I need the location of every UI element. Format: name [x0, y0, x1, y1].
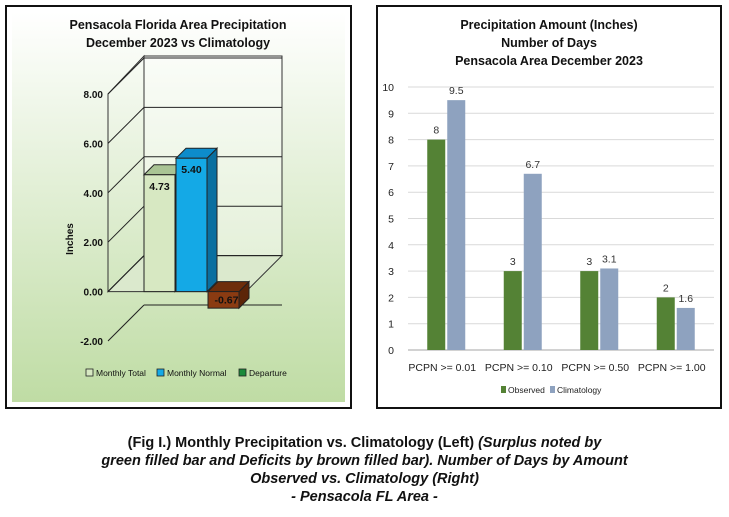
right-bar-data-label: 8 — [433, 125, 439, 137]
left-legend-swatch — [156, 368, 165, 377]
right-y-tick-label: 8 — [388, 135, 394, 147]
right-chart-title: Precipitation Amount (Inches) — [460, 18, 637, 32]
left-legend-swatch — [85, 368, 94, 377]
left-chart-svg: Pensacola Florida Area Precipitation Dec… — [12, 12, 345, 402]
left-bar-data-label: 4.73 — [149, 181, 170, 193]
left-legend-swatch — [238, 368, 247, 377]
right-chart-bars: 8 9.5 3 6.7 3 3.1 2 1.6 — [427, 85, 695, 351]
left-chart-legend: Monthly Total Monthly Normal Departure — [85, 368, 287, 378]
left-chart-subtitle: December 2023 vs Climatology — [86, 36, 270, 50]
right-x-tick-label: PCPN >= 0.50 — [561, 362, 629, 374]
left-gridline-diagonal — [107, 205, 145, 243]
figure-caption-line-1: (Fig I.) Monthly Precipitation vs. Clima… — [0, 434, 729, 452]
left-chart-bars: 4.73 5.40 -0.67 — [142, 147, 251, 310]
right-chart-panel: Precipitation Amount (Inches) Number of … — [376, 5, 722, 409]
left-gridline-diagonal — [107, 57, 145, 95]
right-bar-data-label: 3 — [586, 256, 592, 268]
right-legend-label: Climatology — [557, 385, 602, 395]
right-y-tick-label: 10 — [382, 82, 394, 94]
right-bar-data-label: 2 — [663, 282, 669, 294]
right-bar-data-label: 9.5 — [449, 85, 464, 97]
right-y-tick-label: 6 — [388, 187, 394, 199]
right-x-tick-label: PCPN >= 0.01 — [408, 362, 476, 374]
right-bar-observed — [503, 271, 522, 350]
figure-caption-line-2: green filled bar and Deficits by brown f… — [101, 453, 628, 469]
left-legend-label: Monthly Total — [96, 368, 146, 378]
left-chart-panel: Pensacola Florida Area Precipitation Dec… — [5, 5, 352, 409]
right-y-tick-label: 9 — [388, 108, 394, 120]
right-chart-legend: Observed Climatology — [501, 385, 602, 395]
right-legend-label: Observed — [508, 385, 545, 395]
left-chart-title: Pensacola Florida Area Precipitation — [70, 18, 287, 32]
caption-line-1-italic: (Surplus noted by — [478, 435, 602, 451]
right-bar-data-label: 1.6 — [678, 293, 693, 305]
right-legend-swatch — [501, 386, 506, 393]
left-legend-label: Monthly Normal — [167, 368, 227, 378]
left-bar — [207, 291, 240, 309]
left-bar-data-label: 5.40 — [181, 164, 202, 176]
right-y-tick-label: 5 — [388, 214, 394, 226]
left-y-tick-label: 0.00 — [84, 288, 104, 299]
right-y-tick-label: 4 — [388, 240, 394, 252]
left-bar — [175, 157, 208, 293]
left-chart-y-ticks: 8.00 6.00 4.00 2.00 0.00 -2.00 — [80, 90, 103, 348]
left-gridline-diagonal — [107, 107, 145, 144]
right-bar-observed — [580, 271, 599, 350]
caption-line-1-plain: (Fig I.) Monthly Precipitation vs. Clima… — [127, 435, 479, 451]
right-x-tick-label: PCPN >= 0.10 — [485, 362, 553, 374]
left-y-tick-label: 8.00 — [84, 90, 104, 101]
left-bar — [143, 174, 176, 293]
right-chart-subtitle: Number of Days — [501, 36, 597, 50]
left-legend-label: Departure — [249, 368, 287, 378]
right-chart-y-ticks: 0 1 2 3 4 5 6 7 8 9 10 — [382, 82, 394, 357]
right-bar-climatology — [523, 173, 542, 350]
figure-caption-line-4: - Pensacola FL Area - — [291, 489, 438, 505]
right-bar-observed — [427, 139, 446, 350]
right-chart-x-ticks: PCPN >= 0.01 PCPN >= 0.10 PCPN >= 0.50 PCPN… — [408, 362, 705, 374]
right-bar-climatology — [676, 307, 695, 350]
left-bar-data-label: -0.67 — [215, 295, 239, 307]
right-bar-data-label: 3 — [510, 256, 516, 268]
left-y-tick-label: 2.00 — [84, 238, 104, 249]
figure-caption-line-3: Observed vs. Climatology (Right) — [250, 471, 479, 487]
left-gridline-diagonal — [107, 156, 145, 194]
right-y-tick-label: 0 — [388, 345, 394, 357]
left-gridline-diagonal — [107, 255, 145, 292]
right-bar-observed — [656, 297, 675, 350]
right-bar-climatology — [600, 268, 619, 350]
left-gridline-diagonal — [107, 304, 145, 342]
right-x-tick-label: PCPN >= 1.00 — [638, 362, 706, 374]
right-chart-svg: Precipitation Amount (Inches) Number of … — [382, 18, 714, 395]
right-y-tick-label: 7 — [388, 161, 394, 173]
right-chart-subtitle-2: Pensacola Area December 2023 — [455, 54, 643, 68]
right-bar-data-label: 6.7 — [525, 159, 540, 171]
left-y-tick-label: 6.00 — [84, 139, 104, 150]
right-y-tick-label: 2 — [388, 292, 394, 304]
right-legend-swatch — [550, 386, 555, 393]
left-y-tick-label: -2.00 — [80, 337, 103, 348]
left-chart-y-axis-label: Inches — [65, 223, 76, 255]
right-y-tick-label: 1 — [388, 319, 394, 331]
left-y-tick-label: 4.00 — [84, 189, 104, 200]
left-bar-side — [206, 147, 218, 293]
right-bar-climatology — [447, 100, 466, 351]
right-bar-data-label: 3.1 — [602, 253, 617, 265]
right-y-tick-label: 3 — [388, 266, 394, 278]
